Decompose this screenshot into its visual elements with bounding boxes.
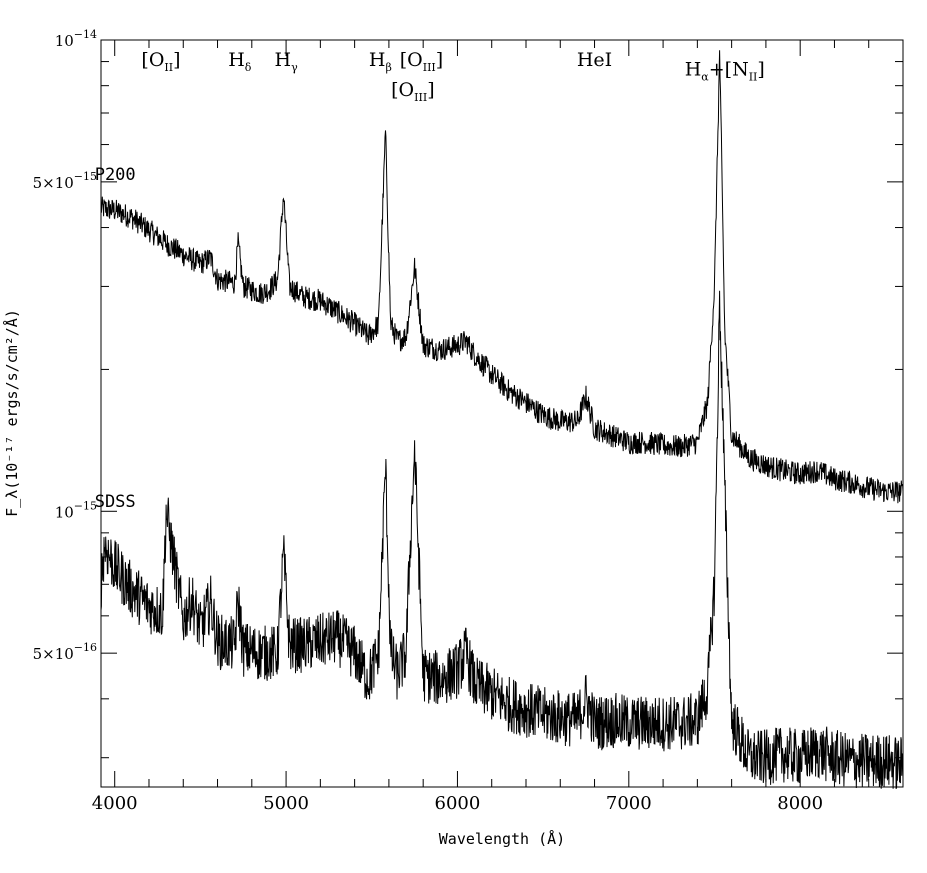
x-axis-title: Wavelength (Å) xyxy=(439,829,565,848)
line-annotation: Hα+[NII] xyxy=(685,59,765,84)
line-annotation: Hβ xyxy=(369,49,392,74)
y-tick-label: 5×10−15 xyxy=(33,170,97,192)
y-tick-label: 10−14 xyxy=(55,28,97,50)
line-annotation: Hγ xyxy=(274,49,298,74)
series-line-p200 xyxy=(100,50,904,504)
x-tick-labels: 4000 5000 6000 7000 8000 xyxy=(92,793,823,814)
x-tick-label: 5000 xyxy=(263,793,309,814)
line-annotation: Hδ xyxy=(228,49,252,74)
axis-ticks xyxy=(101,39,904,787)
series-label: P200 xyxy=(95,165,136,185)
line-annotation: [OIII] xyxy=(400,49,443,74)
plot-frame xyxy=(100,39,904,788)
y-tick-labels: 10−14 5×10−15 10−15 5×10−16 xyxy=(33,28,97,663)
series-label: SDSS xyxy=(95,492,136,512)
y-axis-title: F_λ(10⁻¹⁷ ergs/s/cm²/Å) xyxy=(2,309,21,517)
y-tick-label: 5×10−16 xyxy=(33,641,97,663)
y-tick-label: 10−15 xyxy=(55,499,97,521)
x-tick-label: 7000 xyxy=(606,793,652,814)
line-annotations: [OII] Hδ Hγ Hβ [OIII] [OIII] HeI Hα+[NII] xyxy=(141,49,764,104)
line-annotation: [OIII] xyxy=(391,79,434,104)
line-annotation: HeI xyxy=(577,49,612,71)
x-tick-label: 6000 xyxy=(435,793,481,814)
x-tick-label: 8000 xyxy=(777,793,823,814)
line-annotation: [OII] xyxy=(141,49,180,74)
series-lines xyxy=(100,50,904,790)
series-line-sdss xyxy=(100,290,904,790)
x-tick-label: 4000 xyxy=(92,793,138,814)
series-labels: P200 SDSS xyxy=(95,165,136,512)
